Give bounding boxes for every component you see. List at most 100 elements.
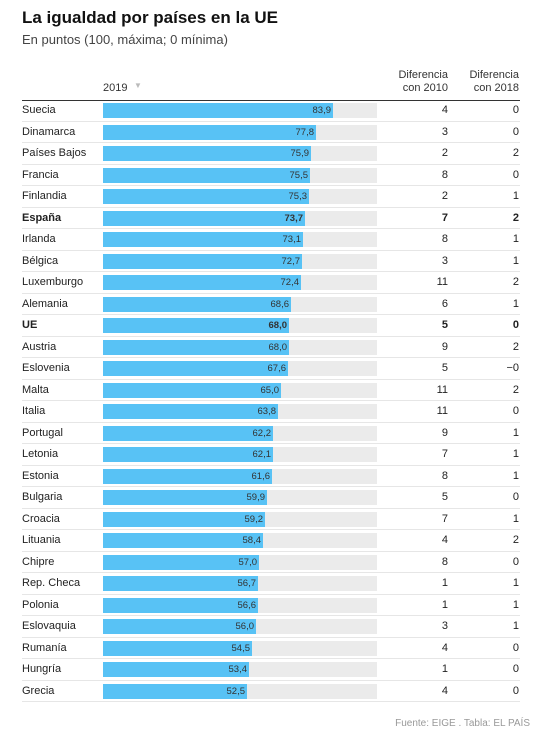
diff-2018-cell: 0 bbox=[512, 104, 519, 116]
chart-title: La igualdad por países en la UE bbox=[22, 8, 279, 27]
value-bar bbox=[103, 189, 309, 204]
table-row: Eslovaquia 56,0 3 1 bbox=[22, 616, 520, 638]
country-label: Eslovenia bbox=[22, 362, 70, 374]
table-row: Dinamarca 77,8 3 0 bbox=[22, 122, 520, 143]
country-label: Polonia bbox=[22, 598, 59, 611]
country-label: Eslovaquia bbox=[22, 620, 76, 632]
value-bar bbox=[103, 511, 265, 527]
diff-2010-cell: 8 bbox=[441, 168, 448, 181]
value-label: 63,8 bbox=[257, 406, 277, 417]
country-label: Lituania bbox=[22, 534, 61, 546]
value-bar bbox=[103, 167, 310, 183]
diff-2010-cell: 4 bbox=[441, 104, 448, 116]
country-label: Finlandia bbox=[22, 190, 67, 202]
diff-2010-cell: 7 bbox=[441, 512, 448, 525]
country-label: Alemania bbox=[22, 297, 68, 310]
country-label: UE bbox=[22, 319, 38, 331]
table-row: Malta 65,0 11 2 bbox=[22, 380, 520, 401]
table-row: Bulgaria 59,9 5 0 bbox=[22, 487, 520, 509]
column-header-diff-2018-line1: Diferencia bbox=[469, 69, 519, 81]
diff-2010-cell: 1 bbox=[441, 663, 448, 675]
bar-track: 72,4 bbox=[103, 275, 377, 290]
table-row: Luxemburgo 72,4 11 2 bbox=[22, 272, 520, 294]
table-row: Bélgica 72,7 3 1 bbox=[22, 251, 520, 272]
bar-track: 72,7 bbox=[103, 253, 377, 269]
table-row: España 73,7 7 2 bbox=[22, 208, 520, 229]
value-bar bbox=[103, 103, 333, 118]
value-label: 58,4 bbox=[242, 535, 262, 546]
diff-2018-cell: 1 bbox=[512, 426, 519, 439]
table-row: Irlanda 73,1 8 1 bbox=[22, 229, 520, 251]
table-row: Hungría 53,4 1 0 bbox=[22, 659, 520, 681]
diff-2010-cell: 8 bbox=[441, 555, 448, 568]
diff-2018-cell: 0 bbox=[512, 663, 519, 675]
value-bar bbox=[103, 253, 302, 269]
diff-2010-cell: 8 bbox=[441, 233, 448, 245]
bar-track: 65,0 bbox=[103, 382, 377, 398]
country-label: Austria bbox=[22, 340, 57, 353]
bar-track: 75,5 bbox=[103, 167, 377, 183]
value-bar bbox=[103, 683, 247, 699]
column-header-2019[interactable]: 2019 bbox=[103, 82, 128, 94]
value-bar bbox=[103, 490, 267, 505]
value-bar bbox=[103, 382, 281, 398]
country-label: Luxemburgo bbox=[22, 276, 84, 288]
diff-2010-cell: 8 bbox=[441, 469, 448, 482]
diff-2018-cell: 2 bbox=[512, 276, 519, 288]
column-header-diff-2010[interactable]: Diferencia con 2010 bbox=[398, 69, 448, 95]
bar-track: 83,9 bbox=[103, 103, 377, 118]
diff-2018-cell: 0 bbox=[512, 125, 519, 138]
table-row: Países Bajos 75,9 2 2 bbox=[22, 143, 520, 165]
value-bar bbox=[103, 361, 288, 376]
table-row: Rep. Checa 56,7 1 1 bbox=[22, 573, 520, 595]
bar-track: 59,9 bbox=[103, 490, 377, 505]
diff-2010-cell: 3 bbox=[441, 620, 448, 632]
diff-2018-cell: 0 bbox=[512, 555, 519, 568]
diff-2010-cell: 11 bbox=[436, 276, 448, 288]
diff-2010-cell: 2 bbox=[441, 147, 448, 159]
value-label: 72,7 bbox=[281, 255, 301, 267]
value-label: 75,3 bbox=[288, 191, 308, 202]
value-label: 73,1 bbox=[282, 234, 302, 245]
sort-down-icon[interactable]: ▼ bbox=[134, 81, 142, 90]
country-label: Hungría bbox=[22, 663, 62, 675]
diff-2010-cell: 4 bbox=[441, 534, 448, 546]
value-label: 53,4 bbox=[228, 664, 248, 675]
value-label: 56,6 bbox=[237, 599, 257, 611]
table-row: Lituania 58,4 4 2 bbox=[22, 530, 520, 552]
column-header-diff-2018[interactable]: Diferencia con 2018 bbox=[469, 69, 519, 95]
value-label: 72,4 bbox=[280, 277, 300, 288]
bar-track: 77,8 bbox=[103, 124, 377, 140]
country-label: Italia bbox=[22, 405, 46, 417]
bar-track: 73,7 bbox=[103, 210, 377, 226]
table-row: Estonia 61,6 8 1 bbox=[22, 466, 520, 487]
value-label: 62,1 bbox=[252, 449, 272, 460]
country-label: Bélgica bbox=[22, 254, 59, 267]
diff-2018-cell: 2 bbox=[512, 383, 519, 396]
value-label: 59,2 bbox=[244, 513, 264, 525]
diff-2010-cell: 11 bbox=[436, 405, 448, 417]
bar-track: 56,6 bbox=[103, 597, 377, 613]
table-row: Francia 75,5 8 0 bbox=[22, 165, 520, 186]
diff-2010-cell: 4 bbox=[441, 641, 448, 654]
value-bar bbox=[103, 404, 278, 419]
value-label: 52,5 bbox=[226, 685, 246, 697]
diff-2010-cell: 1 bbox=[441, 577, 448, 589]
diff-2018-cell: 2 bbox=[512, 147, 519, 159]
bar-track: 62,2 bbox=[103, 425, 377, 441]
country-label: Croacia bbox=[22, 512, 60, 525]
table-row: Rumanía 54,5 4 0 bbox=[22, 638, 520, 659]
country-label: Grecia bbox=[22, 684, 55, 697]
diff-2010-cell: 4 bbox=[441, 684, 448, 697]
diff-2018-cell: 1 bbox=[512, 512, 519, 525]
country-label: Chipre bbox=[22, 555, 55, 568]
chart-subtitle: En puntos (100, máxima; 0 mínima) bbox=[22, 32, 228, 47]
diff-2018-cell: 0 bbox=[512, 405, 519, 417]
diff-2010-cell: 9 bbox=[441, 426, 448, 439]
value-label: 57,0 bbox=[238, 556, 258, 568]
table-row: Grecia 52,5 4 0 bbox=[22, 681, 520, 702]
table-row: Croacia 59,2 7 1 bbox=[22, 509, 520, 530]
value-label: 68,0 bbox=[268, 320, 288, 331]
table-row: Suecia 83,9 4 0 bbox=[22, 100, 520, 122]
column-header-diff-2010-line1: Diferencia bbox=[398, 69, 448, 81]
